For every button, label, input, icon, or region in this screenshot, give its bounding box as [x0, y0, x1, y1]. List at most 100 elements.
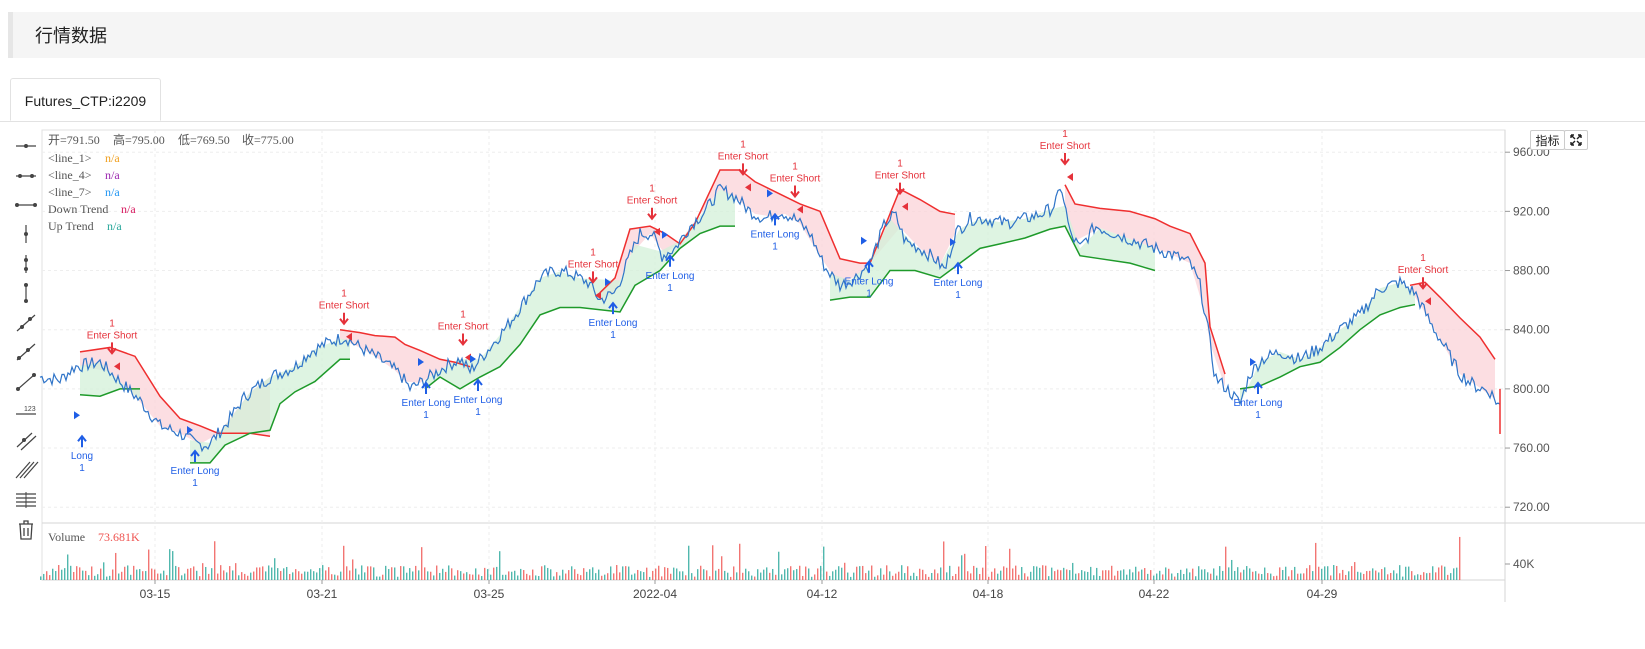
volume-bar — [1312, 571, 1314, 580]
volume-bar — [1396, 573, 1398, 580]
volume-bar — [1075, 573, 1077, 580]
volume-bar — [43, 573, 45, 580]
tab-symbol[interactable]: Futures_CTP:i2209 — [10, 78, 161, 121]
volume-bar — [463, 573, 465, 580]
volume-bar — [613, 573, 615, 580]
volume-bar — [1207, 572, 1209, 580]
volume-bar — [535, 575, 537, 580]
volume-bar — [1156, 573, 1158, 580]
volume-bar — [388, 569, 390, 580]
horizontal-line-icon[interactable] — [12, 140, 40, 158]
volume-bar — [889, 571, 891, 580]
volume-bar — [1159, 570, 1161, 580]
horizontal-ray-icon[interactable] — [12, 164, 40, 188]
vertical-line-icon[interactable] — [12, 222, 40, 246]
volume-bar — [1123, 569, 1125, 580]
price-chart[interactable]: 960.00920.00880.00840.00800.00760.00720.… — [0, 122, 1645, 644]
volume-bar — [1096, 567, 1098, 580]
volume-bar — [433, 575, 435, 580]
fullscreen-button[interactable] — [1564, 130, 1588, 150]
volume-bar — [826, 571, 828, 580]
vertical-segment-icon[interactable] — [12, 281, 40, 305]
trend-line-icon[interactable] — [12, 311, 40, 335]
signal-label: Enter Short — [568, 259, 619, 270]
volume-bar — [268, 565, 270, 580]
volume-bar — [1120, 570, 1122, 580]
volume-bar — [1321, 568, 1323, 580]
volume-bar — [187, 568, 189, 580]
pitchfork-icon[interactable] — [12, 458, 40, 482]
volume-bar — [778, 551, 780, 580]
horizontal-segment-icon[interactable] — [12, 193, 40, 217]
extended-line-icon[interactable] — [12, 370, 40, 394]
volume-bar — [211, 568, 213, 580]
volume-bar — [1405, 566, 1407, 580]
volume-bar — [1282, 570, 1284, 580]
volume-bar — [1174, 576, 1176, 580]
parallel-channel-icon[interactable] — [12, 429, 40, 453]
volume-bar — [802, 575, 804, 580]
volume-bar — [133, 565, 135, 580]
volume-bar — [1198, 566, 1200, 580]
volume-bar — [1291, 570, 1293, 580]
volume-bar — [772, 568, 774, 580]
volume-bar — [1336, 565, 1338, 580]
volume-bar — [526, 573, 528, 580]
volume-bar — [970, 573, 972, 580]
volume-bar — [1342, 569, 1344, 580]
signal-label: Enter Short — [319, 301, 370, 312]
volume-bar — [979, 574, 981, 580]
volume-bar — [394, 567, 396, 580]
fib-retracement-icon[interactable] — [12, 488, 40, 512]
x-tick-label: 03-21 — [307, 587, 338, 601]
volume-bar — [622, 566, 624, 580]
volume-bar — [1057, 569, 1059, 580]
volume-bar — [427, 571, 429, 580]
long-arrow-icon — [665, 254, 675, 267]
volume-bar — [1255, 571, 1257, 580]
ray-line-icon[interactable] — [12, 340, 40, 364]
volume-bar — [1048, 576, 1050, 580]
signal-label: Enter Short — [87, 330, 138, 341]
price-label-icon[interactable]: 123 — [12, 399, 40, 423]
volume-bar — [877, 575, 879, 580]
volume-bar — [595, 573, 597, 580]
volume-bar — [841, 567, 843, 580]
volume-bar — [682, 571, 684, 580]
volume-bar — [487, 569, 489, 580]
volume-bar — [256, 567, 258, 580]
volume-bar — [1177, 573, 1179, 580]
volume-bar — [367, 566, 369, 580]
signal-label: Enter Long — [402, 398, 451, 409]
price-line — [39, 183, 1501, 453]
up-trend-line — [190, 358, 350, 464]
trash-icon[interactable] — [12, 518, 40, 542]
volume-bar — [1060, 570, 1062, 580]
indicators-button[interactable]: 指标 — [1530, 130, 1565, 150]
down-trend-fill — [1065, 184, 1225, 387]
volume-bar — [820, 565, 822, 580]
volume-bar — [1036, 566, 1038, 580]
volume-bar — [1084, 571, 1086, 580]
vertical-ray-icon[interactable] — [12, 252, 40, 276]
